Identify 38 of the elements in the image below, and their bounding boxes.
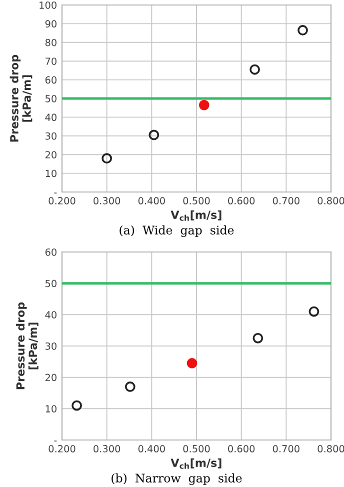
y-tick-label: 40 bbox=[45, 311, 56, 318]
y-tick-label: 90 bbox=[45, 20, 56, 28]
y-tick-label: 30 bbox=[46, 132, 56, 140]
y-axis-title: Pressure drop [kPa/m] bbox=[10, 54, 32, 142]
y-tick-label: 30 bbox=[46, 342, 56, 350]
y-tick-label: 40 bbox=[45, 114, 56, 122]
y-tick-label: 10 bbox=[46, 170, 56, 178]
y-tick-label: 10 bbox=[46, 405, 56, 412]
y-tick-label: 60 bbox=[45, 76, 56, 84]
x-tick-label: 0.400 bbox=[138, 445, 165, 452]
x-axis-title: V$_{ch}$[m/s] bbox=[170, 458, 222, 469]
x-tick-label: 0.300 bbox=[94, 197, 120, 204]
x-tick-label: 0.200 bbox=[48, 197, 76, 204]
y-tick-label: 70 bbox=[46, 58, 56, 65]
x-tick-label: 0.500 bbox=[183, 445, 210, 452]
y-tick-label: - bbox=[54, 192, 57, 194]
x-tick-label: 0.800 bbox=[318, 445, 344, 452]
text: (b) Narrow gap side bbox=[112, 473, 242, 485]
y-tick-label: 50 bbox=[46, 280, 56, 288]
x-tick-label: 0.700 bbox=[272, 445, 300, 452]
text: (a) Wide gap side bbox=[120, 225, 234, 237]
x-tick-label: 0.700 bbox=[272, 197, 300, 204]
x-tick-label: 0.800 bbox=[318, 197, 344, 204]
y-tick-label: 100 bbox=[40, 1, 56, 9]
x-axis-title: V$_{ch}$[m/s] bbox=[170, 210, 222, 221]
y-tick-label: 20 bbox=[45, 374, 56, 382]
x-tick-label: 0.400 bbox=[138, 197, 165, 204]
x-tick-label: 0.600 bbox=[228, 445, 255, 452]
x-tick-label: 0.600 bbox=[228, 197, 255, 204]
x-tick-label: 0.200 bbox=[48, 445, 76, 452]
x-tick-label: 0.300 bbox=[94, 445, 120, 452]
y-tick-label: - bbox=[54, 440, 57, 442]
y-tick-label: 60 bbox=[45, 248, 56, 256]
x-tick-label: 0.500 bbox=[183, 197, 210, 204]
y-axis-title: Pressure drop [kPa/m] bbox=[16, 302, 38, 390]
y-tick-label: 20 bbox=[45, 151, 56, 158]
y-tick-label: 50 bbox=[46, 94, 56, 102]
y-tick-label: 80 bbox=[45, 38, 56, 46]
